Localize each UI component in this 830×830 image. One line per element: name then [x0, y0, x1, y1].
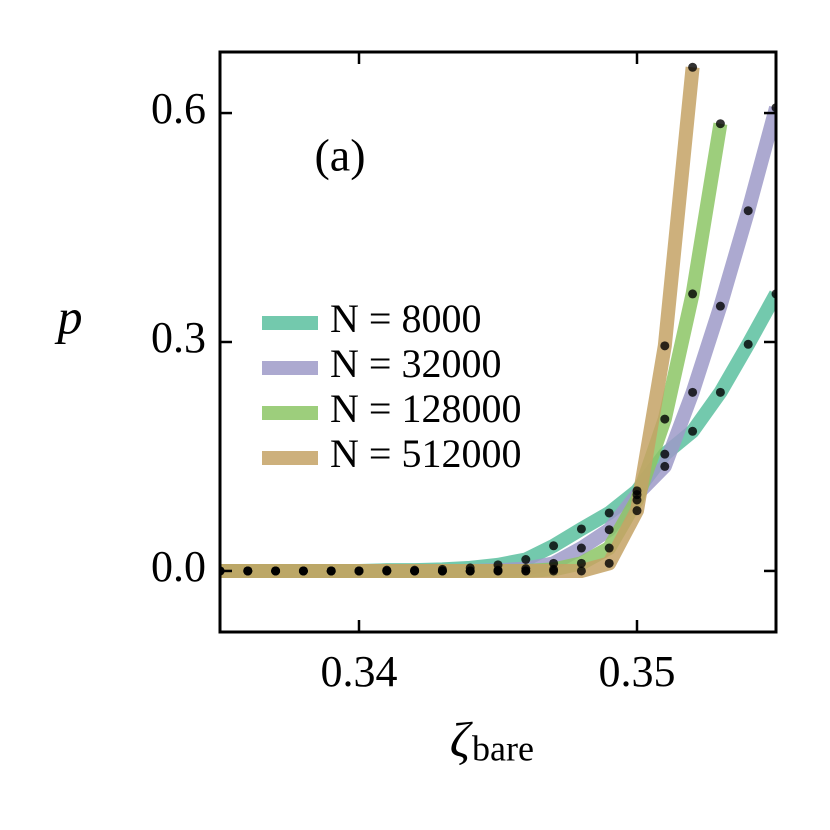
- data-point: [549, 566, 559, 576]
- data-point: [715, 119, 725, 129]
- data-point: [743, 206, 753, 216]
- data-point: [688, 426, 698, 436]
- legend-label: N = 128000: [330, 386, 521, 431]
- x-tick-label: 0.34: [321, 647, 398, 696]
- x-axis-label-subscript: bare: [472, 728, 534, 768]
- data-point: [271, 566, 281, 576]
- data-point: [688, 62, 698, 72]
- data-point: [576, 566, 586, 576]
- data-point: [576, 558, 586, 568]
- data-point: [660, 414, 670, 424]
- legend-label: N = 32000: [330, 341, 501, 386]
- data-point: [493, 566, 503, 576]
- data-point: [382, 566, 392, 576]
- data-point: [549, 541, 559, 551]
- annotation: (a): [314, 130, 365, 181]
- x-axis-label: ζ: [450, 711, 474, 767]
- data-point: [604, 508, 614, 518]
- data-point: [521, 555, 531, 564]
- legend-label: N = 8000: [330, 296, 481, 341]
- y-axis-label: p: [55, 288, 83, 344]
- data-point: [521, 566, 531, 576]
- data-point: [660, 449, 670, 459]
- x-tick-label: 0.35: [599, 647, 676, 696]
- data-point: [465, 566, 475, 576]
- data-point: [743, 339, 753, 349]
- data-point: [660, 341, 670, 351]
- data-point: [604, 558, 614, 568]
- data-point: [632, 506, 642, 516]
- data-point: [410, 566, 420, 576]
- data-point: [354, 566, 364, 576]
- data-point: [688, 289, 698, 299]
- y-tick-label: 0.3: [151, 313, 206, 362]
- series-line: [220, 66, 700, 578]
- data-point: [243, 566, 253, 576]
- plot-area: [220, 62, 776, 578]
- data-point: [660, 461, 670, 471]
- data-point: [715, 301, 725, 311]
- data-point: [576, 524, 586, 534]
- data-point: [688, 387, 698, 397]
- data-point: [715, 387, 725, 397]
- data-point: [576, 543, 586, 553]
- data-point: [326, 566, 336, 576]
- data-point: [632, 495, 642, 505]
- data-point: [604, 543, 614, 553]
- legend-label: N = 512000: [330, 431, 521, 476]
- series-line: [220, 105, 776, 578]
- y-tick-label: 0.0: [151, 542, 206, 591]
- data-point: [604, 525, 614, 535]
- y-tick-label: 0.6: [151, 84, 206, 133]
- data-point: [298, 566, 308, 576]
- data-point: [437, 566, 447, 576]
